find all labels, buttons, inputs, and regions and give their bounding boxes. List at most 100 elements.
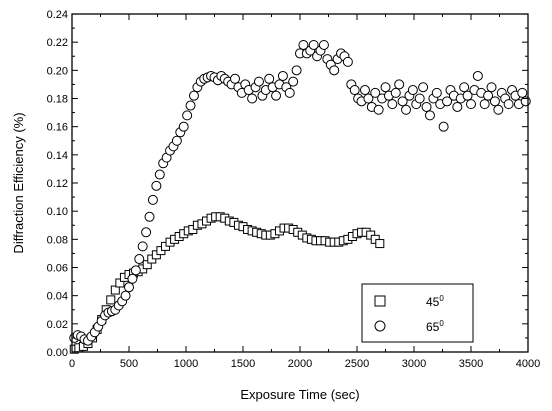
data-point-circle <box>185 100 196 111</box>
data-point-circle <box>479 99 490 110</box>
data-points <box>69 39 531 354</box>
data-point-circle <box>387 99 398 110</box>
data-point-circle <box>359 85 370 96</box>
data-point-circle <box>407 85 418 96</box>
data-point-circle <box>401 104 412 115</box>
data-point-circle <box>462 90 473 101</box>
data-point-circle <box>137 241 148 252</box>
x-axis-title: Exposure Time (sec) <box>240 387 359 402</box>
data-point-circle <box>452 101 463 112</box>
data-point-circle <box>284 87 295 98</box>
data-point-circle <box>171 135 182 146</box>
x-tick-label: 0 <box>69 358 75 370</box>
data-point-circle <box>421 101 432 112</box>
data-point-circle <box>127 273 138 284</box>
y-tick-label: 0.24 <box>47 9 68 21</box>
data-point-circle <box>308 39 319 50</box>
x-tick-label: 500 <box>120 358 138 370</box>
data-point-circle <box>517 87 528 98</box>
y-tick-label: 0.08 <box>47 234 68 246</box>
legend-entry-superscript: 0 <box>439 294 444 303</box>
data-point-circle <box>483 90 494 101</box>
data-point-circle <box>489 96 500 107</box>
data-point-circle <box>431 87 442 98</box>
legend-square-icon <box>374 295 386 307</box>
y-tick-label: 0.18 <box>47 94 68 106</box>
y-tick-label: 0.00 <box>47 347 68 359</box>
data-point-circle <box>438 121 449 132</box>
data-point-circle <box>442 96 453 107</box>
data-point-square <box>115 278 125 288</box>
x-tick-label: 1500 <box>231 358 255 370</box>
data-point-circle <box>277 70 288 81</box>
data-point-circle <box>147 194 158 205</box>
data-point-circle <box>472 70 483 81</box>
data-point-square <box>106 295 116 305</box>
y-tick-label: 0.22 <box>47 37 68 49</box>
data-point-circle <box>154 169 165 180</box>
legend-entry-superscript: 0 <box>439 319 444 328</box>
y-axis-title: Diffraction Efficiency (%) <box>11 112 26 253</box>
axis-tick-labels: 0 500 1000 1500 2000 2500 3000 3500 4000 0.00 0.02… <box>47 9 541 370</box>
y-tick-label: 0.02 <box>47 319 68 331</box>
data-point-circle <box>188 90 199 101</box>
x-tick-label: 3500 <box>459 358 483 370</box>
axis-ticks <box>71 13 529 353</box>
data-point-circle <box>394 79 405 90</box>
data-point-circle <box>390 87 401 98</box>
data-point-circle <box>342 56 353 67</box>
data-point-circle <box>271 90 282 101</box>
data-point-circle <box>134 254 145 265</box>
data-point-circle <box>253 76 264 87</box>
data-point-square <box>375 239 385 249</box>
data-point-circle <box>141 227 152 238</box>
data-point-circle <box>373 104 384 115</box>
y-tick-label: 0.04 <box>47 291 68 303</box>
data-point-circle <box>397 96 408 107</box>
y-tick-label: 0.20 <box>47 65 68 77</box>
data-point-circle <box>247 93 258 104</box>
x-tick-label: 3000 <box>402 358 426 370</box>
data-point-circle <box>503 99 514 110</box>
data-point-circle <box>130 265 141 276</box>
x-tick-label: 4000 <box>516 358 540 370</box>
data-point-circle <box>144 211 155 222</box>
data-point-circle <box>182 110 193 121</box>
data-point-circle <box>363 93 374 104</box>
x-tick-label: 2500 <box>345 358 369 370</box>
y-tick-label: 0.06 <box>47 263 68 275</box>
data-point-circle <box>264 73 275 84</box>
data-point-circle <box>486 82 497 93</box>
data-point-circle <box>424 110 435 121</box>
x-tick-label: 2000 <box>288 358 312 370</box>
data-point-circle <box>124 282 134 293</box>
data-point-circle <box>291 65 302 76</box>
data-point-circle <box>414 93 425 104</box>
data-point-circle <box>493 104 504 115</box>
data-point-circle <box>318 39 329 50</box>
data-point-circle <box>459 82 470 93</box>
data-point-circle <box>230 73 241 84</box>
data-point-circle <box>418 82 429 93</box>
data-point-circle <box>298 39 309 50</box>
y-tick-label: 0.16 <box>47 122 68 134</box>
data-point-circle <box>380 82 391 93</box>
data-point-square <box>142 260 152 270</box>
legend-circle-icon <box>374 320 386 332</box>
data-point-circle <box>178 121 189 132</box>
data-point-circle <box>120 290 131 301</box>
y-tick-label: 0.12 <box>47 178 68 190</box>
data-point-circle <box>466 99 476 110</box>
y-tick-label: 0.14 <box>47 150 68 162</box>
x-tick-label: 1000 <box>174 358 198 370</box>
data-point-circle <box>370 87 381 98</box>
data-point-square <box>110 285 120 295</box>
data-point-circle <box>329 65 340 76</box>
data-point-circle <box>349 85 360 96</box>
legend-box <box>361 283 474 343</box>
y-tick-label: 0.10 <box>47 206 68 218</box>
data-point-circle <box>151 180 162 191</box>
